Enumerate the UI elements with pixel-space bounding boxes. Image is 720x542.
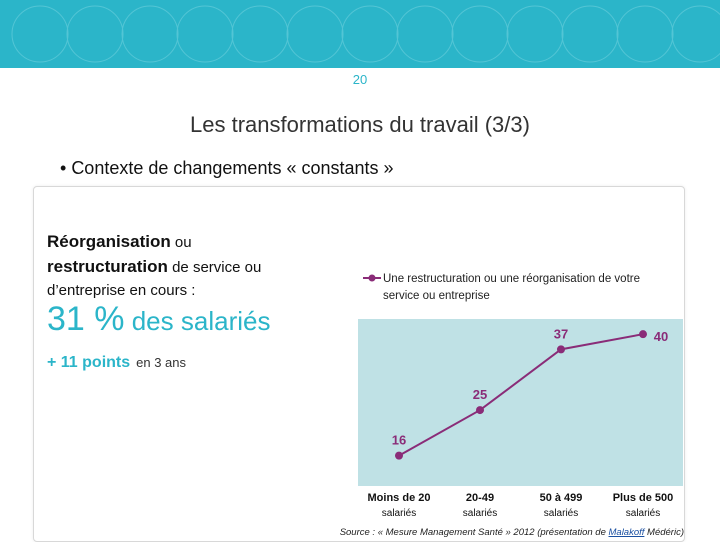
legend-label-line-1: Une restructuration ou une réorganisatio… [383, 273, 640, 285]
line-3: d’entreprise en cours : [47, 282, 196, 299]
data-label-3: 37 [554, 326, 568, 341]
data-label-2: 25 [473, 387, 487, 402]
category-label-4-b: salariés [626, 508, 660, 519]
line-2: restructuration de service ou [47, 255, 347, 280]
source-suffix: Médéric) [644, 527, 684, 538]
source-note: Source : « Mesure Management Santé » 201… [340, 527, 684, 538]
data-point-1 [395, 451, 403, 460]
category-label-2-a: 20-49 [466, 492, 494, 504]
source-prefix: Source : « Mesure Management Santé » 201… [339, 527, 609, 538]
category-label-3-b: salariés [544, 508, 578, 519]
percent-line: 31 % des salariés [47, 300, 270, 339]
legend-label-line-2: service ou entreprise [383, 290, 490, 302]
header-pattern [11, 5, 720, 63]
points-value: + 11 points [47, 354, 131, 371]
points-line: + 11 points en 3 ans [47, 354, 186, 372]
slide-title: Les transformations du travail (3/3) [190, 112, 530, 137]
bullet-text: Contexte de changements « constants » [71, 158, 394, 178]
header-band [0, 0, 720, 68]
line-2-rest: de service ou [167, 259, 262, 276]
line-1: Réorganisation ou [47, 230, 347, 255]
series-line [398, 333, 644, 457]
points-rest: en 3 ans [136, 355, 187, 370]
category-label-2-b: salariés [463, 508, 497, 519]
line-1-bold: Réorganisation [47, 232, 171, 251]
left-text: Réorganisation ou restructuration de ser… [47, 230, 347, 299]
percent-rest: des salariés [124, 306, 271, 336]
line-1-rest: ou [170, 234, 192, 251]
line-chart: Une restructuration ou une réorganisatio… [358, 273, 683, 519]
plot-area [358, 319, 683, 486]
source-link[interactable]: Malakoff [608, 527, 645, 538]
data-point-4 [639, 330, 647, 339]
legend-marker [368, 274, 376, 282]
category-label-1-a: Moins de 20 [368, 492, 431, 504]
bullet-point: • Contexte de changements « constants » [60, 158, 394, 178]
page-number: 20 [352, 72, 368, 87]
data-label-4: 40 [654, 329, 668, 344]
line-2-bold: restructuration [47, 257, 168, 276]
data-label-1: 16 [392, 433, 406, 448]
data-point-2 [476, 406, 484, 415]
category-label-1-b: salariés [382, 508, 416, 519]
category-label-3-a: 50 à 499 [540, 492, 583, 504]
category-label-4-a: Plus de 500 [613, 492, 674, 504]
percent-value: 31 % [47, 300, 125, 338]
data-point-3 [557, 345, 565, 354]
